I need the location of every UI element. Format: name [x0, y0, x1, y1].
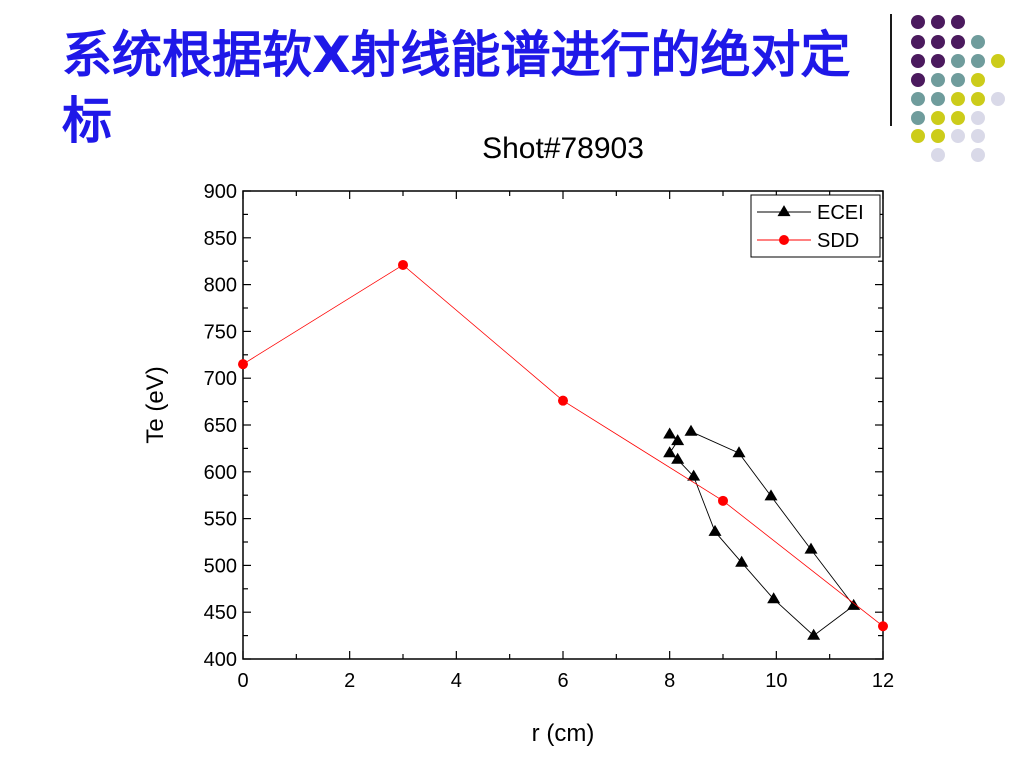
y-tick-label: 800	[204, 275, 237, 297]
data-point-ecei	[764, 489, 778, 501]
series-line-sdd	[242, 264, 884, 627]
data-point-sdd	[718, 495, 728, 506]
data-point-ecei	[663, 446, 677, 458]
legend-marker-ecei	[777, 205, 791, 217]
y-tick-label: 550	[204, 509, 237, 531]
legend-marker-sdd	[779, 235, 789, 245]
data-point-ecei	[708, 524, 722, 536]
legend: ECEI SDD	[750, 194, 881, 258]
plot-border	[242, 190, 884, 660]
x-tick-label: 4	[451, 670, 462, 692]
x-tick-label: 8	[664, 670, 675, 692]
x-tick-label: 0	[237, 670, 248, 692]
header-divider	[890, 14, 892, 126]
slide-title: 系统根据软X射线能谱进行的绝对定标	[62, 26, 851, 150]
x-axis-ticks: 0 2 4 6 8 10 12	[237, 191, 894, 692]
series-sdd	[238, 259, 888, 632]
data-point-sdd	[878, 621, 888, 632]
x-tick-label: 6	[557, 670, 568, 692]
x-tick-label: 10	[765, 670, 787, 692]
data-point-ecei	[671, 452, 685, 464]
data-point-ecei	[767, 592, 781, 604]
data-point-ecei	[807, 628, 821, 640]
title-mask	[168, 118, 508, 158]
legend-label-ecei: ECEI	[817, 202, 864, 224]
x-axis-title: r (cm)	[532, 720, 595, 747]
series-layer	[238, 259, 888, 640]
data-point-ecei	[847, 598, 861, 610]
chart-title: Shot#78903	[482, 132, 644, 165]
y-tick-label: 750	[204, 321, 237, 343]
y-tick-label: 650	[204, 415, 237, 437]
y-axis-title: Te (eV)	[142, 366, 169, 443]
data-point-ecei	[804, 542, 818, 554]
data-point-ecei	[684, 424, 698, 436]
series-ecei	[663, 424, 861, 640]
y-tick-label: 700	[204, 368, 237, 390]
y-tick-label: 850	[204, 228, 237, 250]
data-point-ecei	[671, 434, 685, 446]
x-tick-label: 12	[872, 670, 894, 692]
data-point-sdd	[398, 259, 408, 270]
y-tick-label: 900	[204, 181, 237, 203]
data-point-ecei	[663, 427, 677, 439]
legend-label-sdd: SDD	[817, 230, 859, 252]
data-point-sdd	[558, 395, 568, 406]
series-line-ecei	[669, 431, 855, 637]
data-point-ecei	[732, 446, 746, 458]
x-tick-label: 2	[344, 670, 355, 692]
y-tick-label: 500	[204, 555, 237, 577]
data-point-ecei	[687, 469, 701, 481]
plot-frame	[242, 190, 884, 660]
y-tick-label: 600	[204, 462, 237, 484]
y-axis-ticks: 400 450 500 550 600 650 700 750 800 850 900	[204, 181, 883, 671]
y-tick-label: 450	[204, 602, 237, 624]
data-point-sdd	[238, 359, 248, 370]
legend-box	[750, 194, 881, 258]
y-tick-label: 400	[204, 649, 237, 671]
data-point-ecei	[735, 555, 749, 567]
